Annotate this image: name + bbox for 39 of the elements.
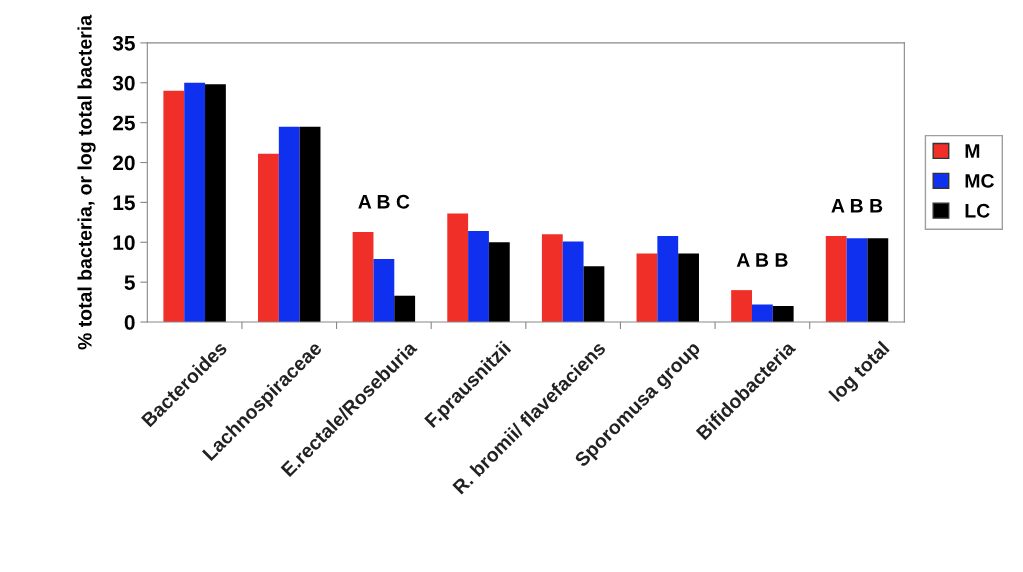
bar [373,259,395,323]
bar [772,306,794,323]
annotation: A B C [358,194,410,209]
bar [678,253,699,323]
y-tick-label: 30 [112,75,135,91]
bar [583,266,605,323]
bar [278,126,300,323]
bar [447,213,469,323]
y-tick-label: 15 [113,195,135,211]
bar [205,84,226,323]
bar [352,231,374,323]
bar [636,253,658,323]
y-tick-label: 20 [113,155,135,171]
bar [731,290,752,323]
bar [299,126,321,323]
bar [541,234,563,323]
y-tick-label: 5 [124,275,135,290]
bar [468,231,489,323]
legend-label: LC [965,203,990,218]
bar [657,235,679,323]
y-axis-title: % total bacteria, or log total bacteria [77,14,96,350]
y-tick-label: 35 [112,35,135,51]
bar [751,304,773,323]
bar [846,238,868,323]
y-tick-label: 25 [113,115,135,131]
bar [488,242,510,323]
bar [825,235,847,323]
bar [562,241,584,323]
bar [258,153,279,323]
legend-label: M [965,144,980,158]
bar [867,238,889,323]
annotation: A B B [831,199,883,213]
y-tick-label: 10 [113,235,135,251]
annotation: A B B [736,253,788,267]
bar [184,82,206,323]
y-tick-label: 0 [124,315,135,330]
bar [163,90,185,323]
legend-label: MC [965,173,995,188]
bar [394,295,416,323]
